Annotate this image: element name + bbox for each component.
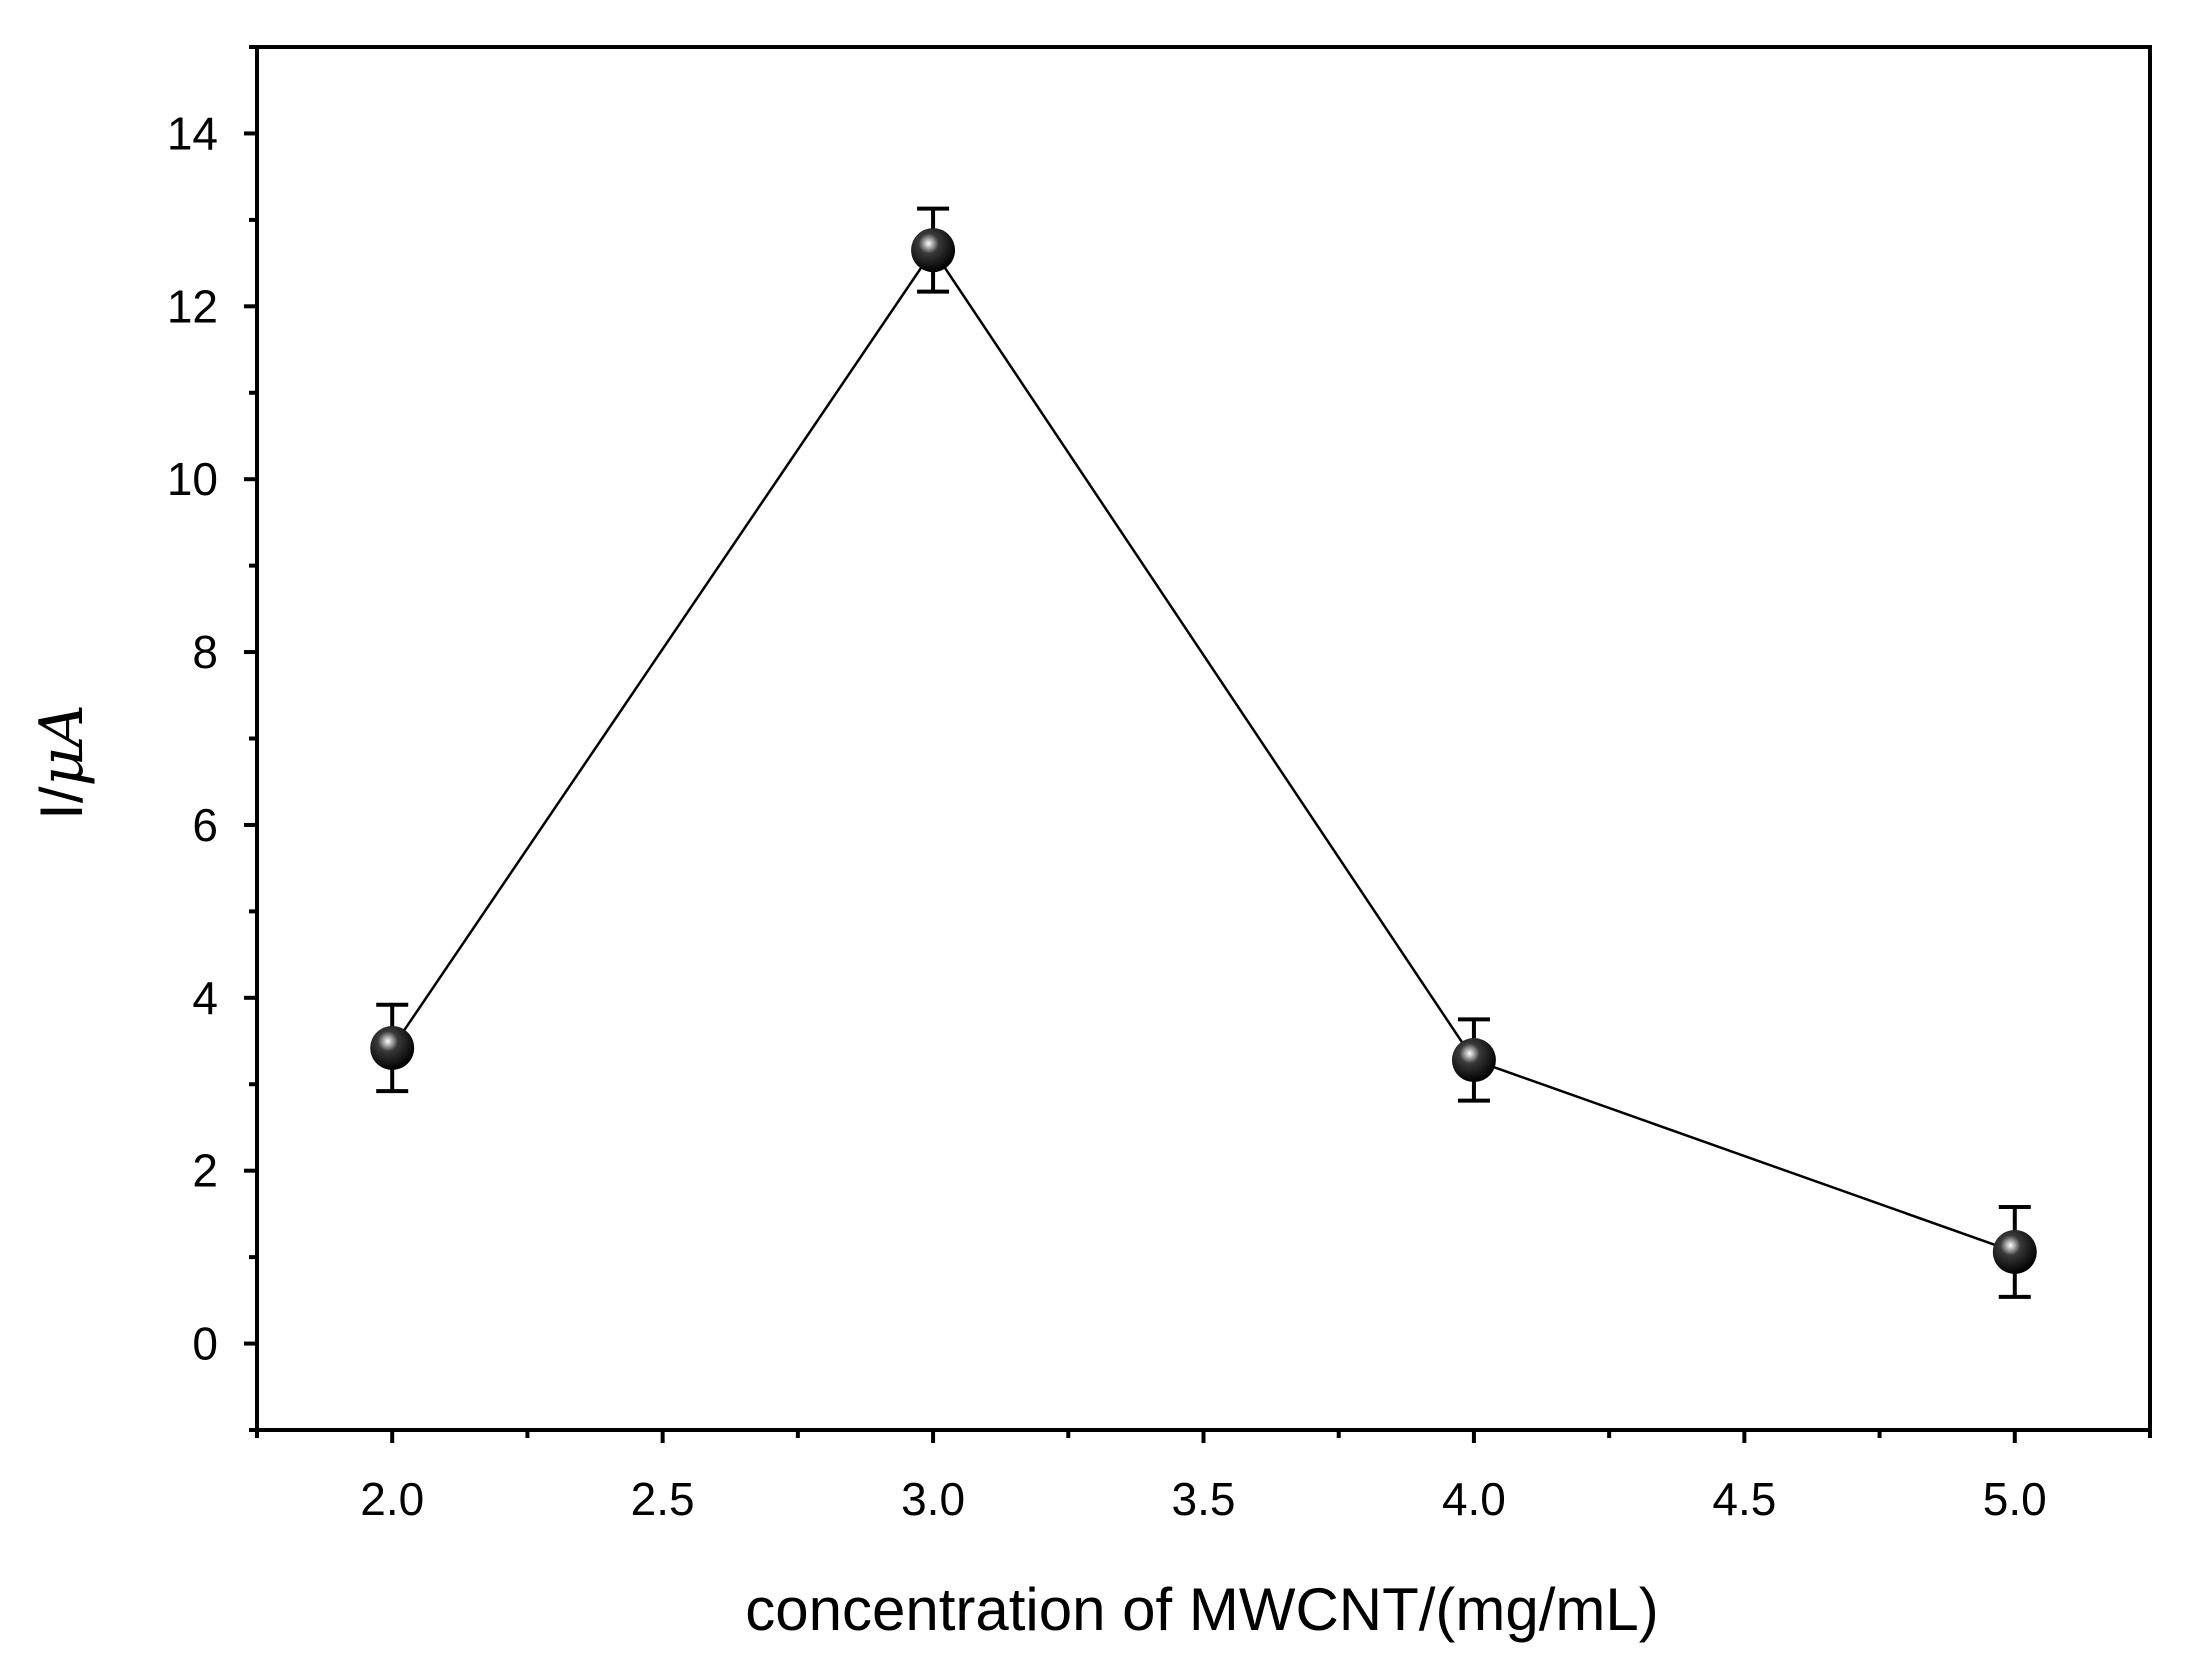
- x-axis-tick-labels: 2.0 2.5 3.0 3.5 4.0 4.5 5.0: [360, 1473, 2047, 1525]
- y-axis-title-quantity: I/: [28, 786, 95, 820]
- data-points: [370, 228, 2037, 1274]
- y-tick-label: 2: [192, 1145, 218, 1197]
- y-tick-label: 4: [192, 972, 218, 1024]
- y-tick-label: 6: [192, 799, 218, 851]
- series-segment: [391, 249, 935, 1049]
- data-point: [1451, 1038, 1496, 1083]
- x-tick-label: 4.0: [1442, 1473, 1506, 1525]
- y-tick-label: 8: [192, 626, 218, 678]
- x-axis-title: concentration of MWCNT/(mg/mL): [745, 1576, 1659, 1643]
- x-tick-label: 5.0: [1983, 1473, 2047, 1525]
- y-axis-title-unit: μA: [27, 704, 97, 786]
- series-line: [391, 249, 2016, 1254]
- y-axis-tick-labels: 0 2 4 6 8 10 12 14: [167, 107, 218, 1369]
- y-tick-label: 0: [192, 1318, 218, 1370]
- x-tick-label: 3.0: [901, 1473, 965, 1525]
- error-bars: [376, 206, 2031, 1299]
- x-axis-ticks: [255, 1430, 2152, 1443]
- x-tick-label: 4.5: [1712, 1473, 1776, 1525]
- series-segment: [932, 249, 1475, 1061]
- data-point: [1992, 1229, 2037, 1274]
- y-tick-label: 14: [167, 107, 218, 159]
- x-tick-label: 3.5: [1172, 1473, 1236, 1525]
- data-point: [370, 1025, 415, 1070]
- x-tick-label: 2.5: [631, 1473, 695, 1525]
- y-axis-ticks: [244, 45, 257, 1432]
- data-point: [911, 228, 956, 273]
- series-segment: [1473, 1058, 2016, 1254]
- x-tick-label: 2.0: [360, 1473, 424, 1525]
- y-tick-label: 12: [167, 280, 218, 332]
- y-axis-title: I/μA: [27, 704, 97, 820]
- plot-frame: [255, 45, 2152, 1432]
- y-tick-label: 10: [167, 453, 218, 505]
